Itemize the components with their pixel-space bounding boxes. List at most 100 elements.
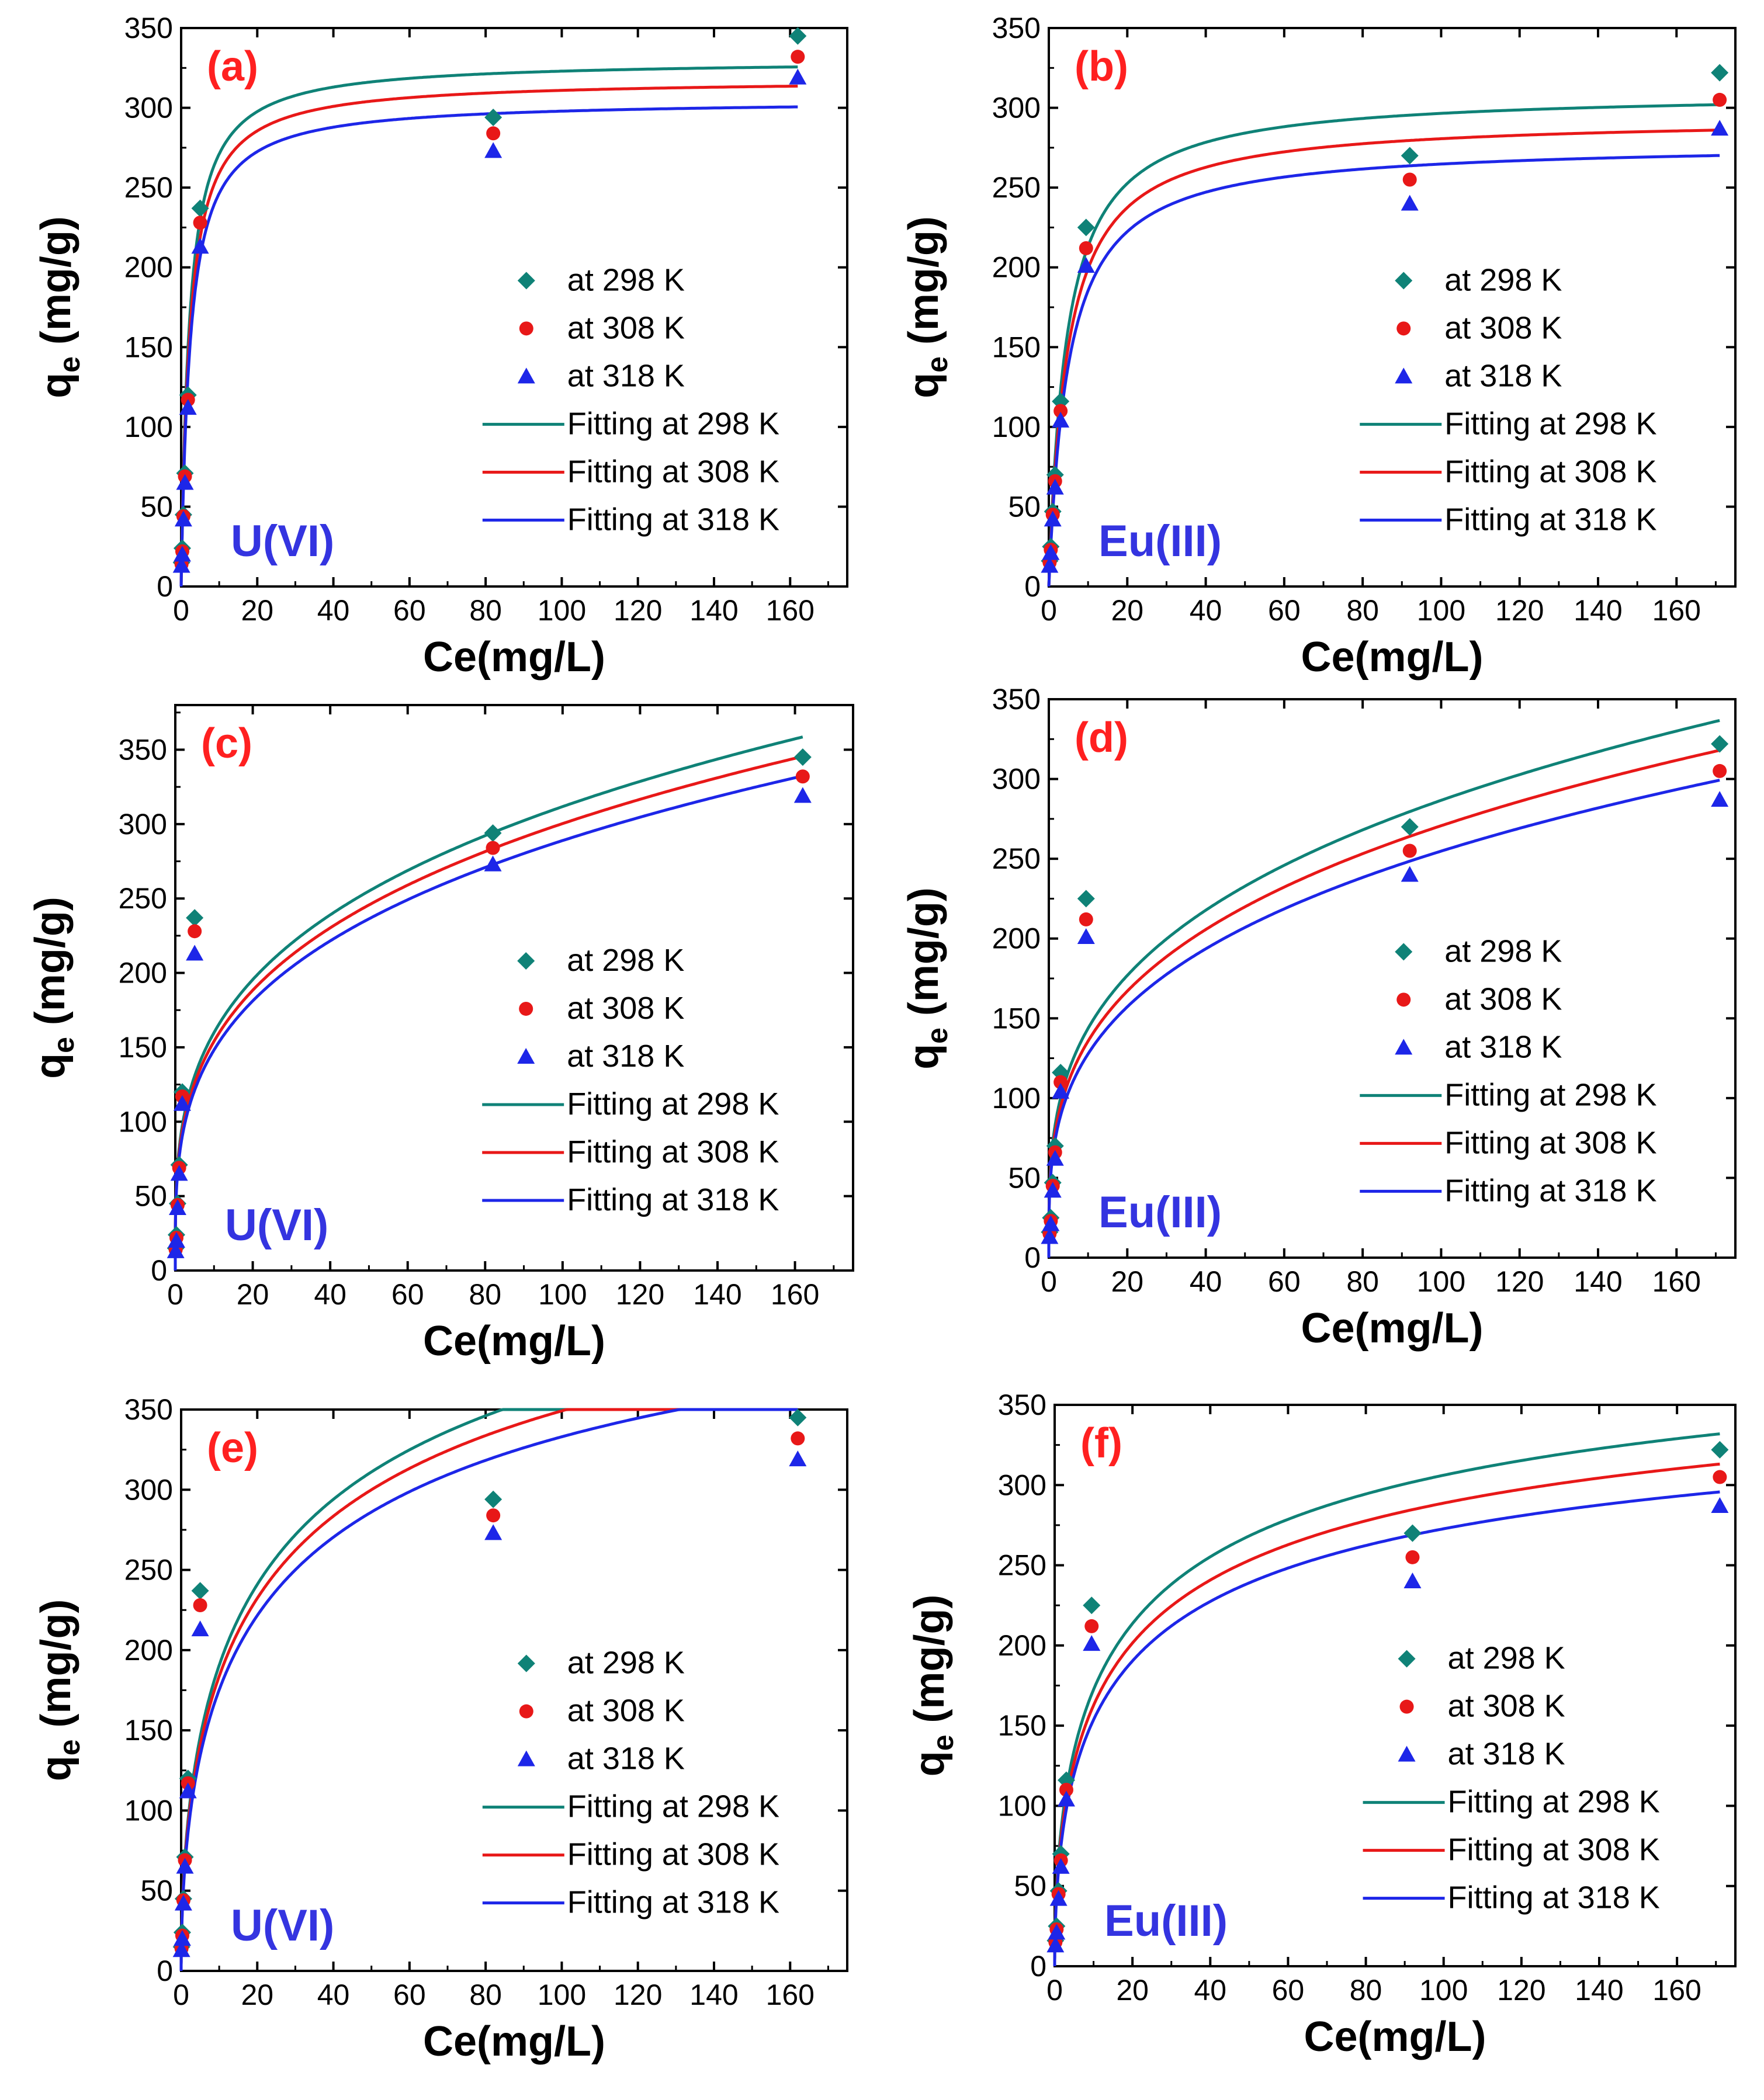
data-point <box>1083 1635 1101 1651</box>
x-tick-label: 0 <box>1041 1265 1057 1298</box>
data-point <box>1046 478 1064 495</box>
legend-entry: Fitting at 318 K <box>1444 502 1656 537</box>
legend-entry: at 298 K <box>1444 262 1562 297</box>
y-tick-label: 300 <box>119 808 167 841</box>
y-tick-label: 300 <box>124 92 173 124</box>
y-tick-label: 150 <box>124 331 173 363</box>
y-tick-label: 250 <box>124 1554 173 1587</box>
plot-frame <box>174 704 854 1272</box>
x-tick-label: 100 <box>1417 1265 1465 1298</box>
x-tick-label: 80 <box>469 1278 501 1311</box>
x-tick-label: 160 <box>1652 1265 1701 1298</box>
legend-entry: Fitting at 298 K <box>1444 406 1656 441</box>
data-point <box>1405 1550 1420 1564</box>
legend-entry: Fitting at 318 K <box>567 1182 779 1217</box>
legend-marker <box>1398 1650 1416 1668</box>
data-point <box>486 841 500 855</box>
x-tick-label: 60 <box>1272 1974 1305 2007</box>
data-point <box>1041 1228 1059 1244</box>
legend-entry: Fitting at 298 K <box>567 1789 779 1824</box>
fit-curve-3 <box>179 105 798 586</box>
y-tick-label: 0 <box>1024 1241 1041 1274</box>
x-axis-title: Ce(mg/L) <box>423 1318 605 1365</box>
data-point <box>484 855 502 872</box>
data-point <box>1077 256 1095 273</box>
legend-entry: Fitting at 308 K <box>1444 1125 1656 1160</box>
data-point <box>1711 735 1729 753</box>
x-tick-label: 80 <box>1350 1974 1382 2007</box>
x-tick-label: 100 <box>538 1278 587 1311</box>
ion-label: Eu(III) <box>1098 1188 1222 1237</box>
chart-panel-a: 0 20 40 60 80 100 120 140 160 0 50 100 150 200 250 300 3… <box>33 12 848 681</box>
x-tick-label: 80 <box>1346 594 1379 627</box>
fit-curve-3 <box>174 774 803 1271</box>
legend-marker <box>519 321 533 336</box>
x-tick-label: 100 <box>538 1978 586 2011</box>
data-point <box>789 1450 807 1467</box>
chart-panel-f: 0 20 40 60 80 100 120 140 160 0 50 100 150 200 250 300 3… <box>906 1389 1737 2060</box>
legend-entry: Fitting at 298 K <box>1448 1785 1660 1820</box>
data-point <box>193 216 207 230</box>
data-point <box>1711 791 1729 807</box>
y-tick-label: 300 <box>992 92 1041 124</box>
data-point <box>1084 1619 1099 1633</box>
legend-entry: Fitting at 308 K <box>567 1134 779 1169</box>
legend-entry: Fitting at 308 K <box>567 454 779 489</box>
data-point <box>191 199 209 217</box>
data-point <box>484 108 502 126</box>
y-tick-label: 300 <box>998 1469 1046 1501</box>
legend-entry: at 298 K <box>567 943 684 978</box>
y-tick-label: 50 <box>134 1180 167 1213</box>
y-tick-label: 250 <box>119 882 167 915</box>
ion-label: U(VI) <box>231 516 334 566</box>
data-point <box>1711 1497 1729 1513</box>
y-tick-label: 50 <box>1014 1870 1046 1903</box>
data-point <box>193 1598 207 1612</box>
data-point <box>1403 1524 1422 1542</box>
y-tick-label: 50 <box>1008 490 1041 523</box>
y-tick-label: 250 <box>998 1549 1046 1582</box>
data-point <box>174 1894 192 1911</box>
legend-marker <box>1395 1039 1413 1055</box>
data-point <box>486 1508 501 1523</box>
legend-entry: Fitting at 308 K <box>1448 1832 1660 1868</box>
data-point <box>167 1242 185 1258</box>
x-tick-label: 20 <box>237 1278 269 1311</box>
legend-entry: at 318 K <box>567 1741 685 1776</box>
legend-entry: at 298 K <box>567 262 685 297</box>
x-tick-label: 60 <box>393 594 426 627</box>
legend-marker <box>517 952 535 970</box>
data-point <box>1042 544 1060 560</box>
fit-curve-1 <box>1047 103 1720 586</box>
panel-label: (a) <box>207 43 258 90</box>
fit-curve-2 <box>1047 129 1720 586</box>
legend-marker <box>1398 1745 1416 1762</box>
data-point <box>1046 1150 1064 1166</box>
y-tick-label: 0 <box>1030 1950 1046 1983</box>
data-point <box>793 748 812 766</box>
data-point <box>179 399 197 415</box>
y-tick-label: 250 <box>992 171 1041 204</box>
x-tick-label: 20 <box>241 594 273 627</box>
x-tick-label: 40 <box>317 594 350 627</box>
y-tick-label: 200 <box>992 922 1041 955</box>
data-point <box>484 824 502 842</box>
x-tick-label: 20 <box>1116 1974 1149 2007</box>
x-axis-title: Ce(mg/L) <box>423 634 605 681</box>
y-tick-label: 200 <box>119 957 167 990</box>
legend-entry: at 308 K <box>1444 310 1562 345</box>
legend-entry: Fitting at 298 K <box>567 406 779 441</box>
fit-curve-1 <box>1053 1432 1720 1966</box>
x-tick-label: 40 <box>317 1978 350 2011</box>
legend-entry: Fitting at 318 K <box>567 502 779 537</box>
legend-entry: at 308 K <box>567 991 684 1026</box>
data-point <box>1044 1182 1062 1198</box>
chart-panel-c: 0 20 40 60 80 100 120 140 160 0 50 100 150 200 250 300 3… <box>27 704 854 1365</box>
data-point <box>793 787 812 803</box>
x-tick-label: 0 <box>173 594 189 627</box>
x-tick-label: 140 <box>693 1278 741 1311</box>
data-point <box>186 945 204 961</box>
y-axis-title: qe (mg/g) <box>33 216 86 398</box>
ion-label: Eu(III) <box>1098 516 1222 566</box>
